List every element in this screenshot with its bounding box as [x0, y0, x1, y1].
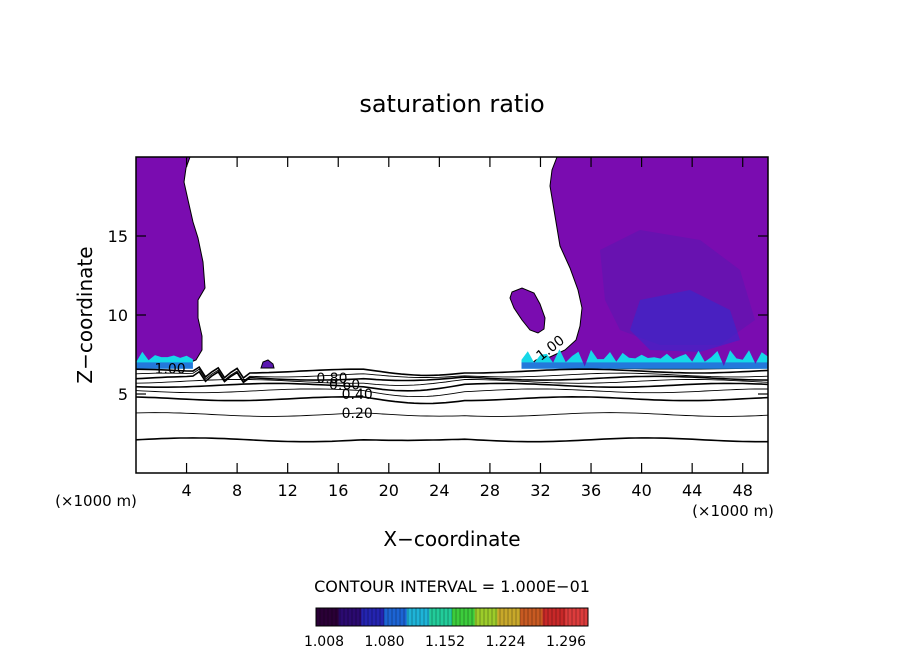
cloud-base-edge-1: [136, 362, 193, 369]
x-tick-label-20: 20: [379, 481, 399, 500]
supersaturation-core-2: [630, 290, 740, 352]
contour-lines: [135, 365, 769, 443]
contour-line-0.20: [135, 437, 768, 443]
y-axis-ticks: 5 10 15: [108, 227, 768, 404]
x-tick-label-24: 24: [429, 481, 449, 500]
colorbar-block-2: [338, 608, 362, 626]
supersaturation-patch: [509, 287, 546, 334]
colorbar-block-6: [429, 608, 453, 626]
cloud-base-edge-2: [521, 362, 768, 369]
x-tick-label-44: 44: [682, 481, 702, 500]
x-tick-label-12: 12: [278, 481, 298, 500]
contour-label-5: 1.00: [155, 362, 186, 378]
colorbar-block-1: [316, 608, 340, 626]
x-unit-right: (×1000 m): [692, 502, 774, 520]
x-tick-label-32: 32: [530, 481, 550, 500]
contour-line-0.40: [135, 395, 769, 405]
x-axis-label: X−coordinate: [383, 527, 520, 551]
colorbar-tick-label-3: 1.152: [425, 634, 465, 650]
x-tick-label-8: 8: [232, 481, 242, 500]
contour-interval-text: CONTOUR INTERVAL = 1.000E−01: [314, 577, 590, 596]
colorbar-block-3: [361, 608, 385, 626]
x-tick-label-48: 48: [733, 481, 753, 500]
contour-label-4: 0.80: [316, 371, 347, 387]
contour-line-0.80: [135, 370, 769, 384]
contour-label-3: 0.60: [329, 378, 360, 394]
cloud-base-band: [136, 230, 768, 369]
x-tick-label-28: 28: [480, 481, 500, 500]
colorbar-block-4: [384, 608, 408, 626]
x-tick-label-40: 40: [631, 481, 651, 500]
contour-line-0.30: [135, 412, 769, 417]
colorbar: 1.008 1.080 1.152 1.224 1.296: [304, 607, 589, 650]
contour-label-2: 0.40: [342, 387, 373, 403]
contour-line-1.00: [135, 365, 769, 380]
contour-line-0.60: [135, 382, 769, 392]
colorbar-block-8: [474, 608, 498, 626]
supersaturation-cell: [260, 359, 275, 369]
colorbar-tick-label-2: 1.080: [364, 634, 404, 650]
contour-line-0.90: [135, 368, 769, 382]
colorbar-block-10: [520, 608, 544, 626]
colorbar-block-5: [406, 608, 430, 626]
x-tick-label-36: 36: [581, 481, 601, 500]
x-tick-label-4: 4: [181, 481, 191, 500]
contour-line-0.50: [135, 388, 768, 398]
colorbar-block-7: [452, 608, 476, 626]
colorbar-block-12: [565, 608, 589, 626]
colorbar-block-9: [497, 608, 521, 626]
contour-label-1: 0.20: [342, 406, 373, 422]
colorbar-tick-label-4: 1.224: [485, 634, 525, 650]
y-tick-label-15: 15: [108, 227, 128, 246]
colorbar-frame: [315, 607, 589, 627]
x-unit-left: (×1000 m): [55, 492, 137, 510]
colorbar-tick-label-5: 1.296: [546, 634, 586, 650]
x-axis-ticks: 4 8 12 16 20 24 28 32 36 40 44 48: [181, 157, 753, 500]
colorbar-block-11: [542, 608, 566, 626]
x-tick-label-16: 16: [328, 481, 348, 500]
plot-area: 0.200.400.600.801.001.00: [135, 156, 769, 474]
chart-title: saturation ratio: [359, 90, 544, 118]
colorbar-tick-label-1: 1.008: [304, 634, 344, 650]
y-tick-label-10: 10: [108, 306, 128, 325]
y-axis-label: Z−coordinate: [73, 246, 97, 383]
y-tick-label-5: 5: [118, 385, 128, 404]
